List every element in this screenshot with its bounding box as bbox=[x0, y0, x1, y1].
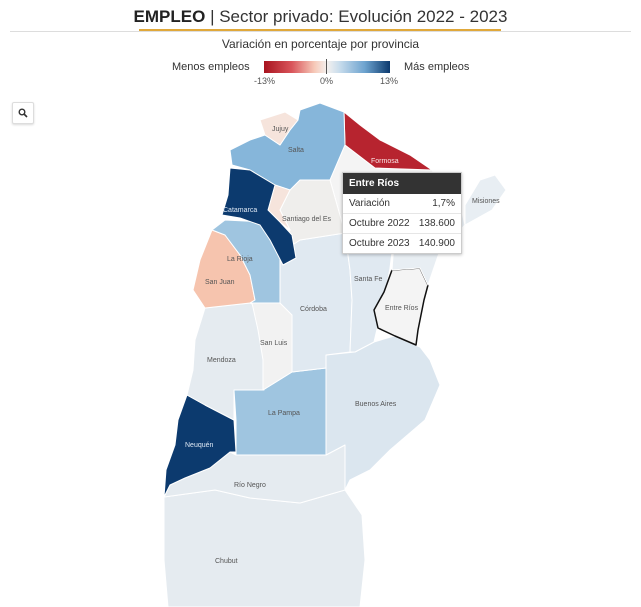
province-catamarca[interactable] bbox=[221, 167, 297, 266]
label-mendoza: Mendoza bbox=[207, 357, 236, 364]
label-neuquen: Neuquén bbox=[185, 442, 214, 449]
title-bold: EMPLEO bbox=[133, 7, 206, 26]
title-underline bbox=[139, 29, 501, 31]
tooltip-title: Entre Ríos bbox=[343, 173, 461, 194]
label-rio-negro: Río Negro bbox=[234, 482, 266, 489]
tooltip-row-label: Octubre 2022 bbox=[349, 218, 410, 229]
header-divider bbox=[10, 31, 631, 32]
label-entre-rios: Entre Ríos bbox=[385, 305, 419, 312]
label-chubut: Chubut bbox=[215, 558, 238, 565]
province-buenos-aires[interactable] bbox=[325, 335, 441, 491]
tooltip-row: Variación 1,7% bbox=[343, 194, 461, 214]
province-chubut[interactable] bbox=[163, 489, 366, 607]
label-santa-fe: Santa Fe bbox=[354, 276, 383, 283]
tooltip-row-value: 138.600 bbox=[418, 218, 455, 229]
tooltip-row-label: Variación bbox=[349, 198, 390, 209]
label-la-rioja: La Rioja bbox=[227, 256, 253, 263]
search-icon bbox=[18, 108, 28, 118]
province-jujuy[interactable] bbox=[259, 111, 299, 146]
label-salta: Salta bbox=[288, 147, 304, 154]
title-rest: | Sector privado: Evolución 2022 - 2023 bbox=[205, 7, 508, 26]
legend-mid: 0% bbox=[320, 76, 334, 86]
legend-right-label: Más empleos bbox=[404, 61, 470, 73]
label-formosa: Formosa bbox=[371, 158, 399, 165]
legend-max: 13% bbox=[380, 76, 399, 86]
legend-color-scale bbox=[264, 61, 390, 73]
label-catamarca: Catamarca bbox=[223, 207, 257, 214]
label-la-pampa: La Pampa bbox=[268, 410, 300, 417]
label-misiones: Misiones bbox=[472, 198, 500, 205]
label-san-luis: San Luis bbox=[260, 340, 288, 347]
zoom-button[interactable] bbox=[12, 102, 34, 124]
tooltip-row-value: 1,7% bbox=[432, 198, 455, 209]
legend-left-label: Menos empleos bbox=[172, 61, 250, 73]
legend-min: -13% bbox=[254, 76, 276, 86]
tooltip-row-label: Octubre 2023 bbox=[349, 238, 410, 249]
label-santiago: Santiago del Es bbox=[282, 216, 332, 223]
label-cordoba: Córdoba bbox=[300, 306, 327, 313]
province-formosa[interactable] bbox=[343, 111, 433, 171]
subtitle: Variación en porcentaje por provincia bbox=[221, 37, 420, 51]
legend-zero-tick bbox=[326, 59, 327, 74]
label-jujuy: Jujuy bbox=[272, 126, 289, 133]
tooltip: Entre Ríos Variación 1,7% Octubre 2022 1… bbox=[342, 172, 462, 254]
chart-title: EMPLEO | Sector privado: Evolución 2022 … bbox=[0, 7, 641, 27]
tooltip-row: Octubre 2022 138.600 bbox=[343, 214, 461, 234]
tooltip-row: Octubre 2023 140.900 bbox=[343, 234, 461, 253]
label-buenos-aires: Buenos Aires bbox=[355, 401, 397, 408]
tooltip-row-value: 140.900 bbox=[418, 238, 455, 249]
province-misiones[interactable] bbox=[464, 174, 507, 226]
label-san-juan: San Juan bbox=[205, 279, 235, 286]
